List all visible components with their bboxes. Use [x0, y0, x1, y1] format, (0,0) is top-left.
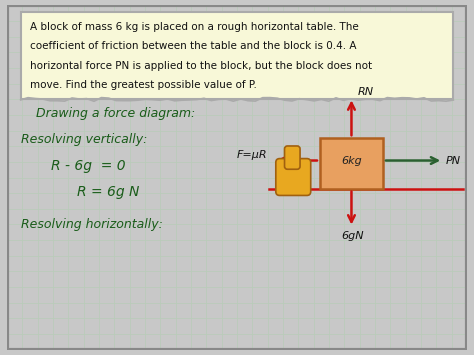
FancyBboxPatch shape — [276, 159, 311, 196]
Text: move. Find the greatest possible value of P.: move. Find the greatest possible value o… — [30, 80, 257, 90]
Text: Drawing a force diagram:: Drawing a force diagram: — [36, 107, 195, 120]
Text: 6kg: 6kg — [341, 155, 362, 165]
Text: coefficient of friction between the table and the block is 0.4. A: coefficient of friction between the tabl… — [30, 41, 357, 51]
Text: Resolving horizontally:: Resolving horizontally: — [21, 218, 163, 231]
Text: R - 6g  = 0: R - 6g = 0 — [51, 159, 126, 173]
Text: F=μR: F=μR — [237, 149, 267, 160]
Bar — [320, 138, 383, 189]
Text: Resolving vertically:: Resolving vertically: — [21, 133, 147, 146]
Text: A block of mass 6 kg is placed on a rough horizontal table. The: A block of mass 6 kg is placed on a roug… — [30, 22, 359, 32]
Text: PN: PN — [446, 157, 461, 166]
Text: R = 6g N: R = 6g N — [77, 185, 139, 200]
Text: horizontal force PN is applied to the block, but the block does not: horizontal force PN is applied to the bl… — [30, 61, 373, 71]
FancyBboxPatch shape — [21, 12, 453, 99]
Text: 6gN: 6gN — [342, 231, 365, 241]
Text: RN: RN — [357, 87, 374, 97]
FancyBboxPatch shape — [284, 146, 300, 169]
